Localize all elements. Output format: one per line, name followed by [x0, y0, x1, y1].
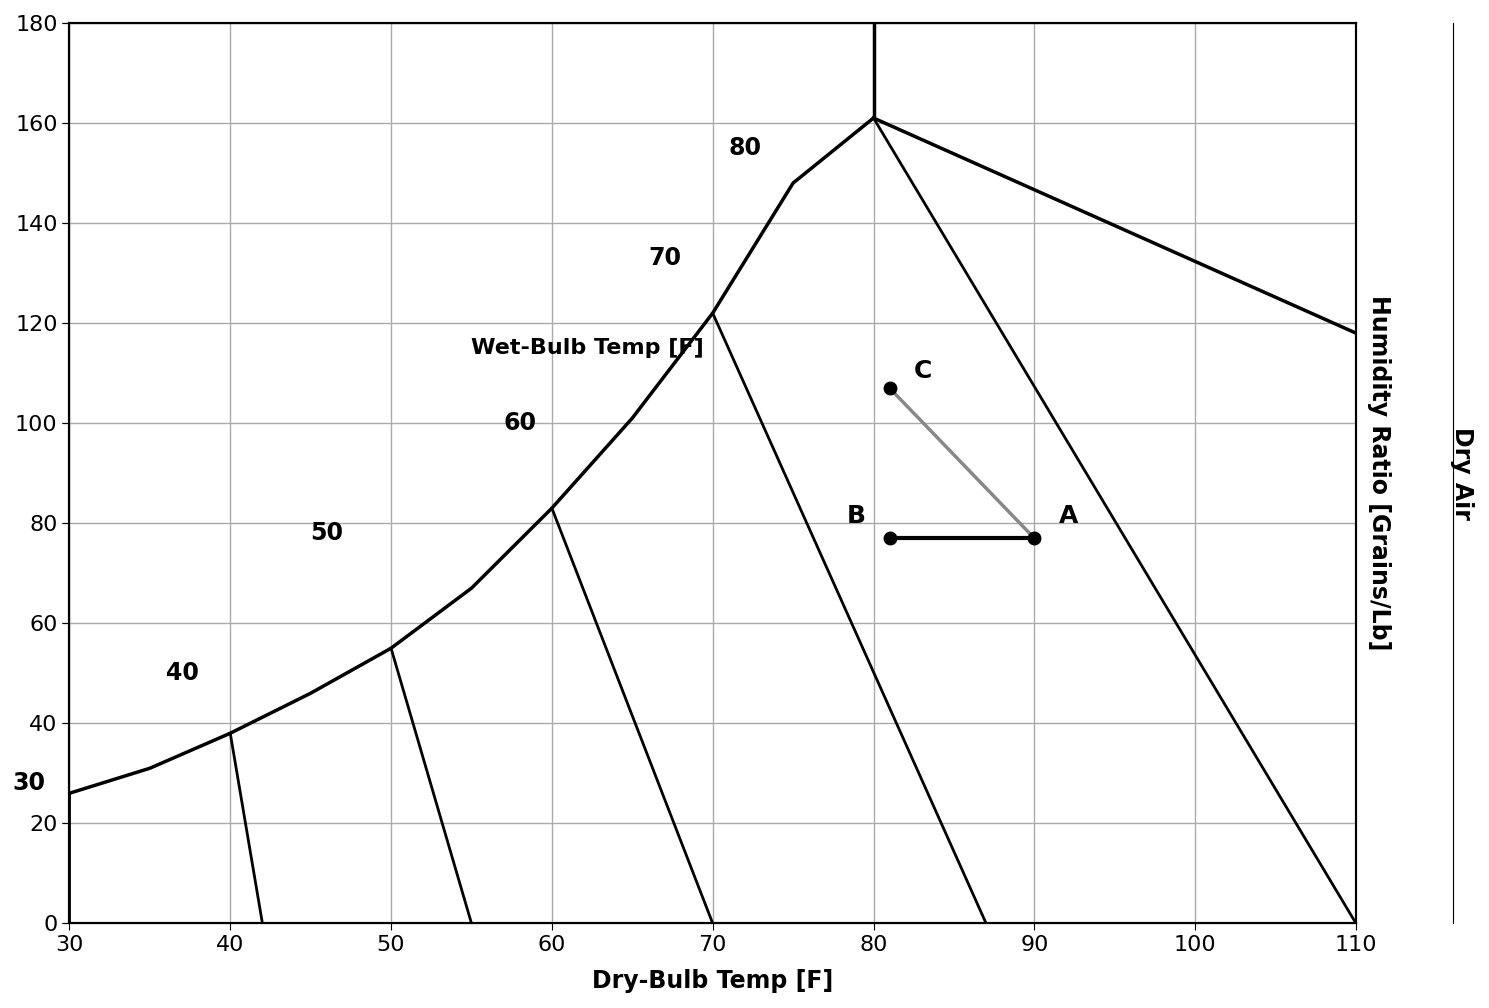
Text: 80: 80	[728, 136, 761, 160]
Text: 50: 50	[310, 521, 344, 545]
Text: 60: 60	[503, 411, 536, 435]
Text: 70: 70	[648, 246, 680, 270]
Text: 30: 30	[13, 771, 46, 795]
X-axis label: Dry-Bulb Temp [F]: Dry-Bulb Temp [F]	[593, 969, 834, 993]
Y-axis label: Humidity Ratio [Grains/Lb]: Humidity Ratio [Grains/Lb]	[1367, 295, 1391, 651]
Text: A: A	[1059, 504, 1078, 528]
Text: C: C	[914, 359, 932, 383]
Y-axis label: Dry Air: Dry Air	[1450, 426, 1474, 519]
Text: B: B	[846, 504, 865, 528]
Text: Wet-Bulb Temp [F]: Wet-Bulb Temp [F]	[472, 338, 704, 358]
Text: 40: 40	[165, 661, 198, 685]
